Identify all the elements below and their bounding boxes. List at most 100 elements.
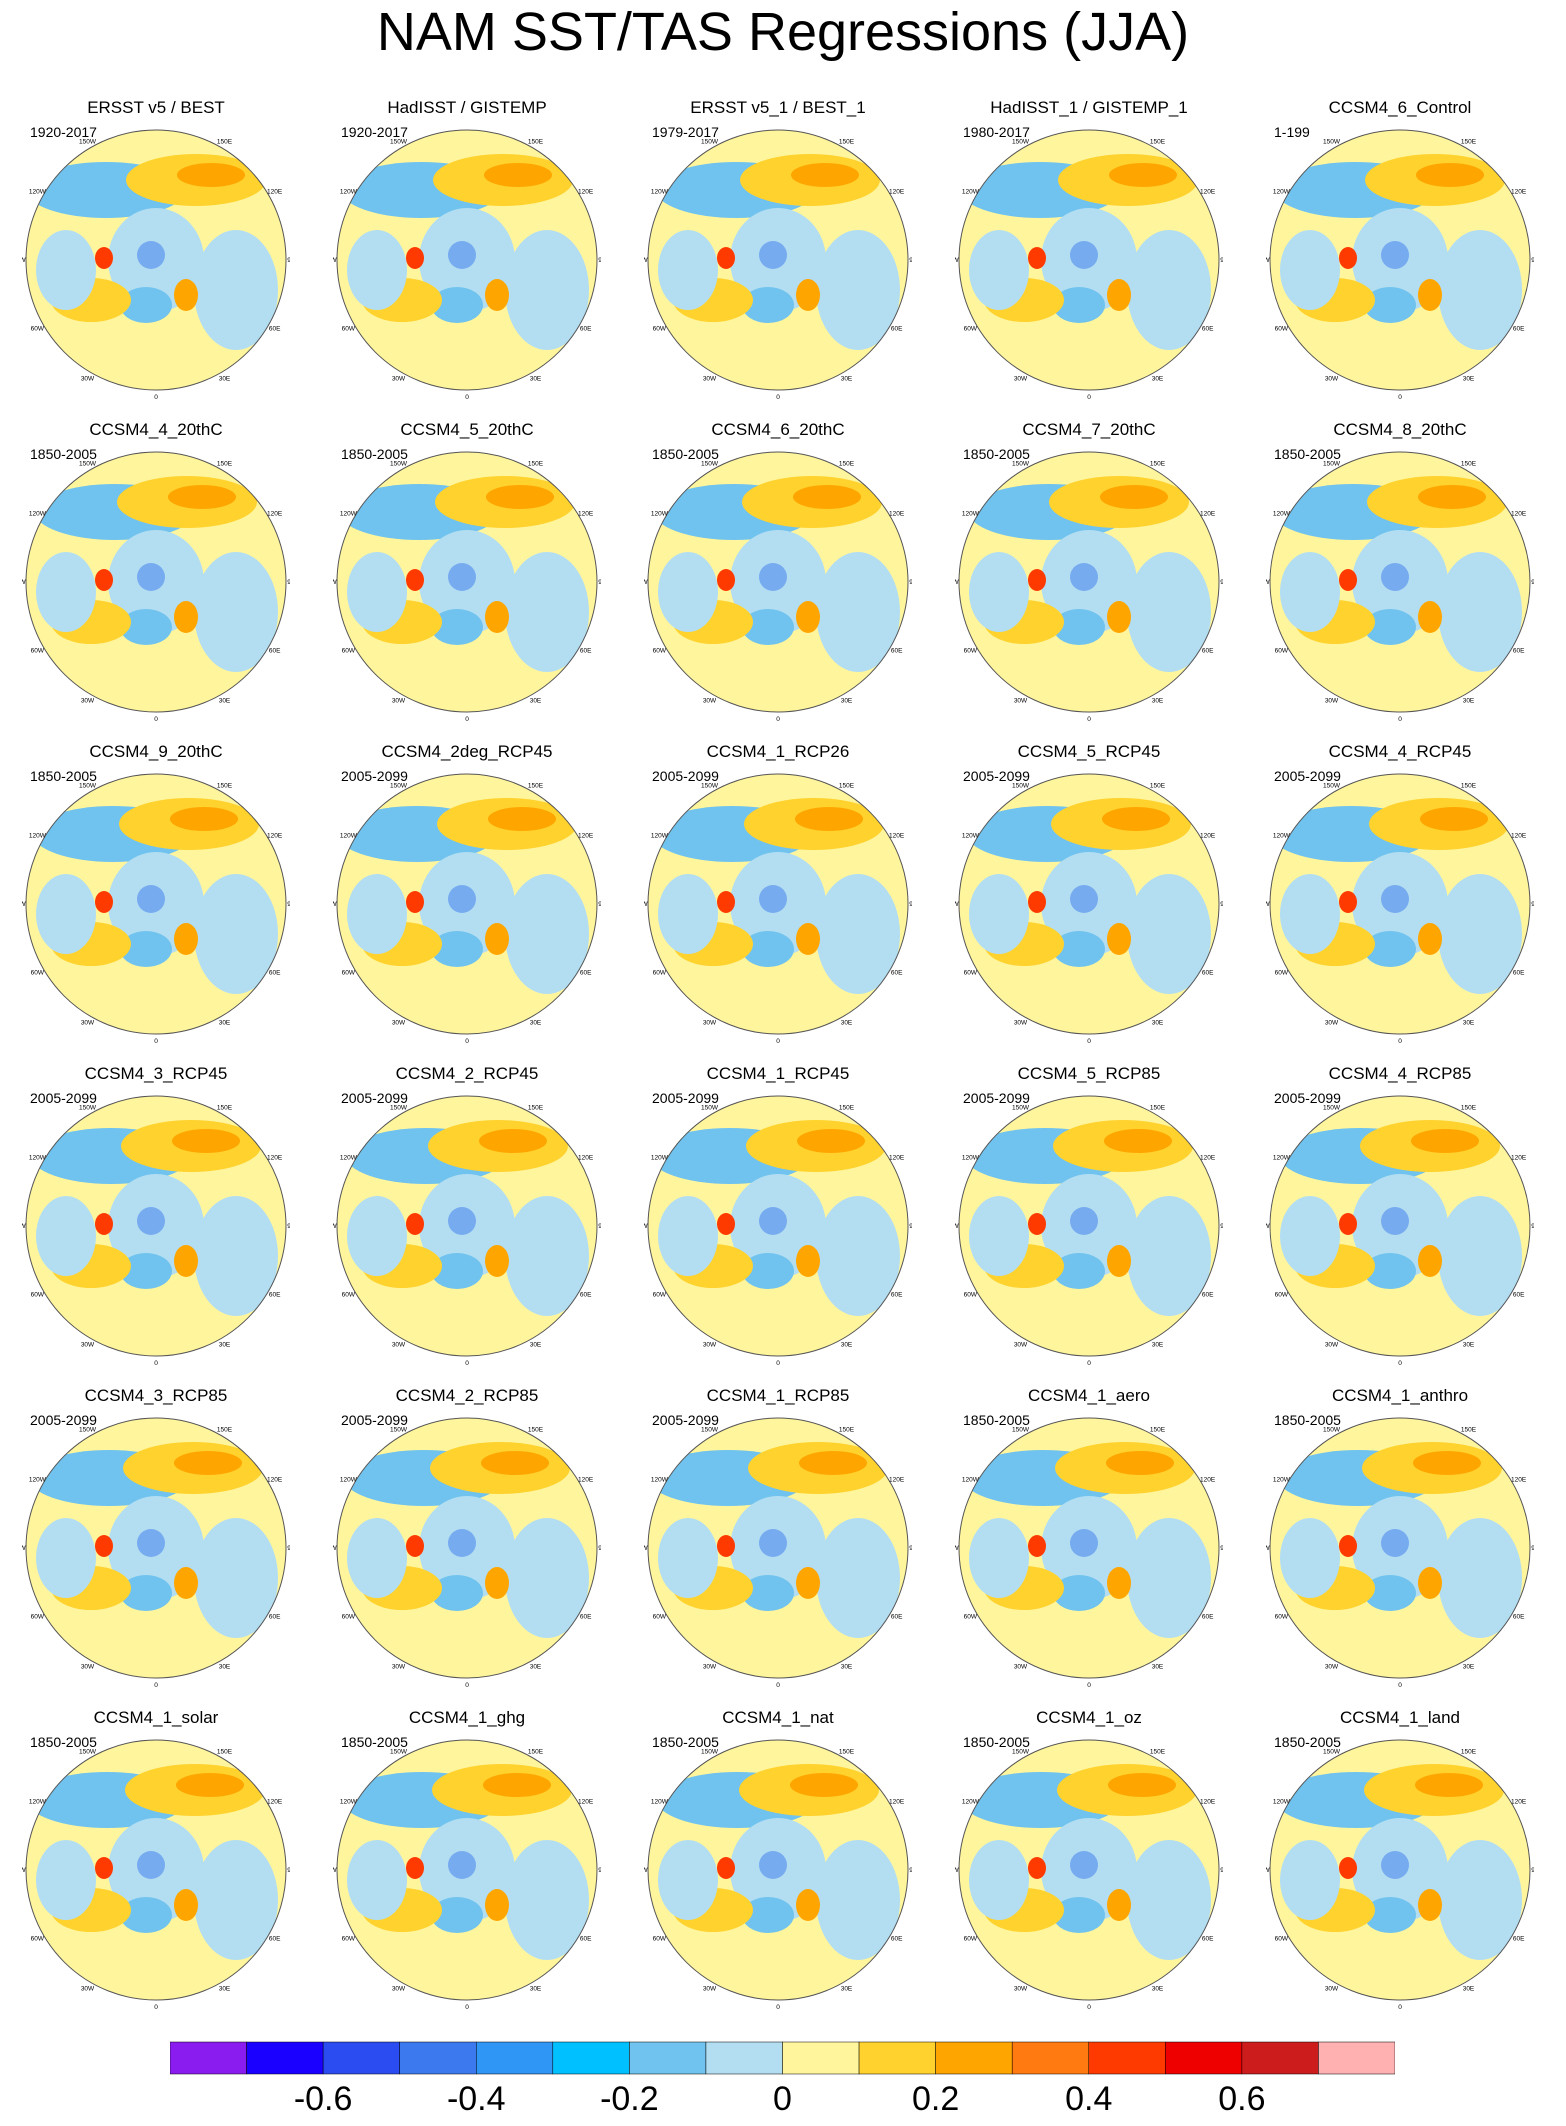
longitude-label: 120E — [889, 1155, 905, 1162]
polar-map: 180 150E 120E 90E 60E 30E 0 30W 60W 90W 120W 150W — [955, 126, 1223, 401]
longitude-label: 90W — [22, 1867, 27, 1874]
longitude-label: 30E — [1463, 1664, 1475, 1671]
longitude-label: 30W — [392, 698, 406, 705]
longitude-label: 60E — [891, 970, 903, 977]
longitude-label: 60E — [891, 648, 903, 655]
longitude-label: 90E — [1531, 579, 1534, 586]
longitude-label: 180 — [462, 1736, 473, 1737]
longitude-label: 90E — [909, 579, 912, 586]
longitude-label: 90W — [1266, 579, 1271, 586]
longitude-label: 60W — [1275, 648, 1289, 655]
longitude-label: 150E — [839, 1426, 855, 1433]
longitude-label: 60W — [1275, 326, 1289, 333]
longitude-label: 90W — [955, 901, 960, 908]
longitude-label: 120W — [962, 511, 980, 518]
colorbar-swatch — [629, 2041, 707, 2075]
longitude-label: 90W — [1266, 1545, 1271, 1552]
longitude-label: 30E — [219, 376, 231, 383]
longitude-label: 120W — [340, 833, 358, 840]
longitude-label: 120W — [340, 511, 358, 518]
longitude-label: 120W — [29, 511, 47, 518]
longitude-label: 0 — [776, 716, 780, 723]
longitude-label: 60W — [964, 1936, 978, 1943]
longitude-label: 150W — [1323, 1104, 1341, 1111]
longitude-label: 0 — [776, 1038, 780, 1045]
panel-period: 2005-2099 — [963, 768, 1030, 784]
longitude-label: 0 — [154, 1038, 158, 1045]
longitude-label: 0 — [1398, 394, 1402, 401]
longitude-label: 30E — [219, 1986, 231, 1993]
longitude-label: 150E — [217, 782, 233, 789]
panel-title: CCSM4_1_RCP45 — [706, 1064, 850, 1083]
colorbar-swatch — [782, 2041, 860, 2075]
polar-map: 180 150E 120E 90E 60E 30E 0 30W 60W 90W 120W 150W — [955, 1414, 1223, 1689]
longitude-label: 150E — [1150, 138, 1166, 145]
map-panel: CCSM4_2_RCP45 2005-2099 180 150E 120E 90E 60E 3… — [311, 1054, 623, 1376]
panel-period: 2005-2099 — [30, 1412, 97, 1428]
map-panel: CCSM4_9_20thC 1850-2005 180 150E 120E 90E 60E 3… — [0, 732, 312, 1054]
polar-map: 180 150E 120E 90E 60E 30E 0 30W 60W 90W 120W 150W — [955, 448, 1223, 723]
longitude-label: 90E — [909, 257, 912, 264]
longitude-label: 180 — [773, 126, 784, 127]
map-panel: CCSM4_6_Control 1-199 180 150E 120E 90E 60E 30E… — [1244, 88, 1556, 410]
longitude-label: 90E — [1531, 1545, 1534, 1552]
polar-map: 180 150E 120E 90E 60E 30E 0 30W 60W 90W 120W 150W — [333, 448, 601, 723]
panel-period: 2005-2099 — [963, 1090, 1030, 1106]
colorbar-tick-label: 0.6 — [1218, 2080, 1266, 2118]
longitude-label: 60W — [964, 1292, 978, 1299]
map-panel: CCSM4_1_anthro 1850-2005 180 150E 120E 90E 60E… — [1244, 1376, 1556, 1698]
map-panel: CCSM4_7_20thC 1850-2005 180 150E 120E 90E 60E 3… — [933, 410, 1245, 732]
longitude-label: 0 — [154, 716, 158, 723]
longitude-label: 150E — [1461, 138, 1477, 145]
panel-period: 1850-2005 — [1274, 1412, 1341, 1428]
polar-map: 180 150E 120E 90E 60E 30E 0 30W 60W 90W 120W 150W — [1266, 770, 1534, 1045]
longitude-label: 30E — [841, 1664, 853, 1671]
longitude-label: 90E — [287, 1545, 290, 1552]
longitude-label: 60W — [653, 970, 667, 977]
longitude-label: 120W — [1273, 1477, 1291, 1484]
longitude-label: 30W — [81, 1664, 95, 1671]
longitude-label: 60E — [891, 1292, 903, 1299]
panel-title: CCSM4_1_RCP26 — [706, 742, 850, 761]
longitude-label: 120W — [651, 511, 669, 518]
longitude-label: 0 — [154, 1682, 158, 1689]
longitude-label: 120W — [1273, 1799, 1291, 1806]
colorbar-tick-label: 0 — [773, 2080, 792, 2118]
longitude-label: 120E — [267, 833, 283, 840]
longitude-label: 30E — [530, 1664, 542, 1671]
longitude-label: 30E — [1152, 1020, 1164, 1027]
map-panel: CCSM4_1_RCP45 2005-2099 180 150E 120E 90E 60E 3… — [622, 1054, 934, 1376]
panel-period: 1979-2017 — [652, 124, 719, 140]
longitude-label: 120W — [29, 1799, 47, 1806]
longitude-label: 120E — [889, 1799, 905, 1806]
map-panel: CCSM4_4_RCP85 2005-2099 180 150E 120E 90E 60E 3… — [1244, 1054, 1556, 1376]
longitude-label: 90E — [287, 1223, 290, 1230]
panel-period: 2005-2099 — [652, 768, 719, 784]
longitude-label: 150E — [528, 1426, 544, 1433]
longitude-label: 90E — [598, 1867, 601, 1874]
longitude-label: 30E — [530, 1342, 542, 1349]
longitude-label: 150E — [1150, 460, 1166, 467]
map-panel: CCSM4_4_RCP45 2005-2099 180 150E 120E 90E 60E 3… — [1244, 732, 1556, 1054]
longitude-label: 150E — [839, 138, 855, 145]
longitude-label: 150E — [217, 1748, 233, 1755]
longitude-label: 120E — [267, 1155, 283, 1162]
longitude-label: 180 — [1084, 126, 1095, 127]
longitude-label: 60E — [1202, 970, 1214, 977]
panel-title: CCSM4_5_20thC — [400, 420, 534, 439]
longitude-label: 180 — [773, 448, 784, 449]
longitude-label: 0 — [776, 2004, 780, 2011]
longitude-label: 90W — [955, 257, 960, 264]
longitude-label: 120E — [889, 1477, 905, 1484]
longitude-label: 90E — [909, 1867, 912, 1874]
longitude-label: 30W — [1014, 1664, 1028, 1671]
longitude-label: 150W — [390, 782, 408, 789]
panel-period: 1850-2005 — [30, 1734, 97, 1750]
longitude-label: 30E — [841, 698, 853, 705]
colorbar-swatch — [1011, 2041, 1089, 2075]
panel-period: 2005-2099 — [652, 1090, 719, 1106]
longitude-label: 60E — [269, 970, 281, 977]
colorbar-swatch — [246, 2041, 324, 2075]
panel-period: 1850-2005 — [652, 446, 719, 462]
